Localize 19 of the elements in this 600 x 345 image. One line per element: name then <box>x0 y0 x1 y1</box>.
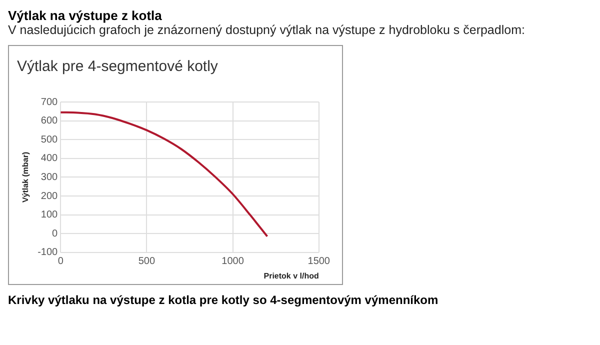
y-tick-label: 100 <box>40 210 58 221</box>
y-tick-label: 300 <box>40 172 58 183</box>
chart-title: Výtlak pre 4-segmentové kotly <box>17 58 218 76</box>
x-tick-label: 500 <box>138 256 156 268</box>
y-tick-label: 400 <box>40 153 58 164</box>
y-tick-label: 200 <box>40 190 58 202</box>
x-tick-label: 1000 <box>222 256 244 268</box>
y-tick-label: -100 <box>38 247 58 258</box>
text: V nasledujúcich grafoch je znázornený dostupný výtlak na výstupe z hydrobloku s čerpadlom: <box>8 23 526 37</box>
y-tick-label: 600 <box>40 116 58 127</box>
y-axis-title: Výtlak (mbar) <box>21 152 30 203</box>
x-tick-label: 1500 <box>308 256 330 268</box>
x-axis-title: Prietok v l/hod <box>264 271 319 280</box>
y-tick-label: 700 <box>40 96 58 108</box>
line-series <box>60 111 268 238</box>
y-tick-label: 500 <box>40 134 58 146</box>
text: Výtlak na výstupe z kotla <box>8 8 163 23</box>
y-tick-label: 0 <box>52 228 58 240</box>
text: Krivky výtlaku na výstupe z kotla pre kotly so 4-segmentovým výmenníkom <box>8 293 440 307</box>
